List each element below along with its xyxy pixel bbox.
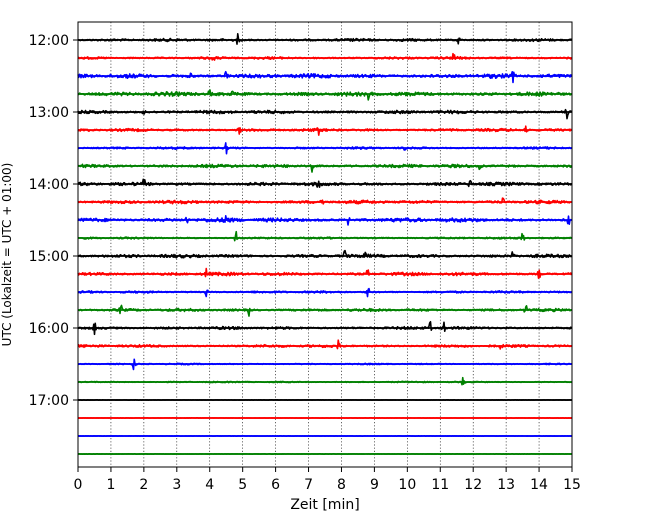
trace-1200 <box>77 33 572 45</box>
x-tick-label: 3 <box>172 477 181 493</box>
x-tick-label: 5 <box>238 477 247 493</box>
x-axis-title: Zeit [min] <box>290 497 359 513</box>
y-tick-label: 12:00 <box>29 33 69 49</box>
x-tick-label: 13 <box>497 477 515 493</box>
traces-layer <box>77 33 573 456</box>
trace-1445 <box>77 230 572 242</box>
y-axis-title: UTC (Lokalzeit = UTC + 01:00) <box>0 163 14 347</box>
y-tick-label: 13:00 <box>29 105 69 121</box>
y-tick-label: 14:00 <box>29 177 69 193</box>
x-tick-label: 6 <box>271 477 280 493</box>
trace-1215 <box>77 52 573 61</box>
x-tick-label: 0 <box>74 477 83 493</box>
x-axis-ticks: 0 1 2 3 4 5 6 7 8 9 10 11 12 13 14 15 <box>74 467 581 493</box>
x-tick-label: 11 <box>431 477 449 493</box>
y-tick-label: 17:00 <box>29 393 69 409</box>
plot-frame <box>77 21 573 468</box>
x-tick-label: 8 <box>337 477 346 493</box>
x-tick-label: 2 <box>139 477 148 493</box>
trace-1245 <box>77 89 573 101</box>
x-tick-label: 15 <box>563 477 581 493</box>
y-axis-ticks: 12:00 13:00 14:00 15:00 16:00 17:00 <box>29 33 78 409</box>
x-tick-label: 9 <box>370 477 379 493</box>
x-tick-label: 7 <box>304 477 313 493</box>
x-tick-label: 10 <box>398 477 416 493</box>
trace-1615 <box>77 339 573 350</box>
y-tick-label: 15:00 <box>29 249 69 265</box>
trace-1230 <box>77 70 573 84</box>
y-tick-label: 16:00 <box>29 321 69 337</box>
x-tick-label: 1 <box>106 477 115 493</box>
x-tick-label: 4 <box>205 477 214 493</box>
trace-1300 <box>77 108 573 120</box>
trace-1415 <box>77 197 572 205</box>
x-tick-label: 14 <box>530 477 548 493</box>
x-tick-label: 12 <box>464 477 482 493</box>
